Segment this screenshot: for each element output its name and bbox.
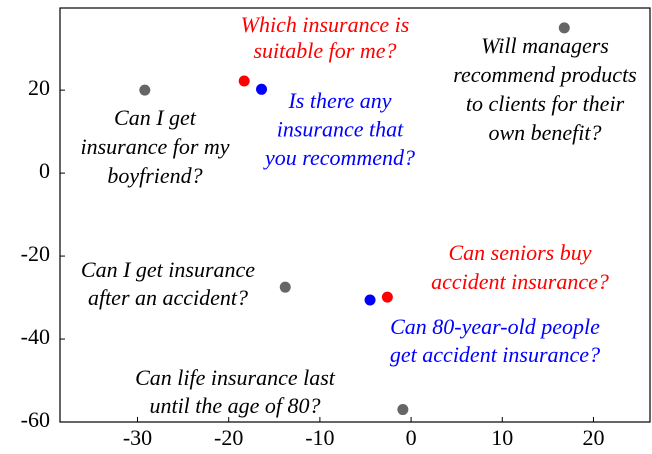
annotation: after an accident? <box>88 285 248 310</box>
point <box>364 294 376 306</box>
annotation: Can seniors buy <box>449 240 592 265</box>
annotation: Can I get insurance <box>81 257 255 282</box>
x-tick-label: 0 <box>406 425 417 450</box>
annotation: accident insurance? <box>431 269 609 294</box>
y-tick-label: -60 <box>21 407 50 432</box>
annotation: own benefit? <box>488 120 601 145</box>
annotation: boyfriend? <box>107 163 202 188</box>
point <box>256 83 268 95</box>
annotation: insurance for my <box>80 134 229 159</box>
annotation: suitable for me? <box>254 38 397 63</box>
y-tick-label: -40 <box>21 324 50 349</box>
y-tick-label: 20 <box>28 75 50 100</box>
annotation: to clients for their <box>466 91 625 116</box>
annotation: recommend products <box>453 62 637 87</box>
point <box>238 75 250 87</box>
point <box>558 22 570 34</box>
annotation: Can I get <box>114 105 197 130</box>
point <box>279 281 291 293</box>
annotation: until the age of 80? <box>149 393 320 418</box>
annotation: Can life insurance last <box>135 365 336 390</box>
x-tick-label: 10 <box>491 425 513 450</box>
x-tick-label: 20 <box>582 425 604 450</box>
x-tick-label: -30 <box>123 425 152 450</box>
plot-frame <box>59 7 651 423</box>
x-tick-label: -20 <box>214 425 243 450</box>
annotation: get accident insurance? <box>390 342 600 367</box>
point <box>397 404 409 416</box>
annotation: Will managers <box>481 33 609 58</box>
annotation: Is there any <box>287 88 391 113</box>
point <box>381 291 393 303</box>
annotation: Which insurance is <box>241 12 410 37</box>
x-tick-label: -10 <box>305 425 334 450</box>
y-tick-label: 0 <box>39 158 50 183</box>
annotation: Can 80-year-old people <box>390 314 600 339</box>
annotation: you recommend? <box>263 145 415 170</box>
annotation: insurance that <box>277 117 404 142</box>
point <box>139 84 151 96</box>
y-tick-label: -20 <box>21 241 50 266</box>
